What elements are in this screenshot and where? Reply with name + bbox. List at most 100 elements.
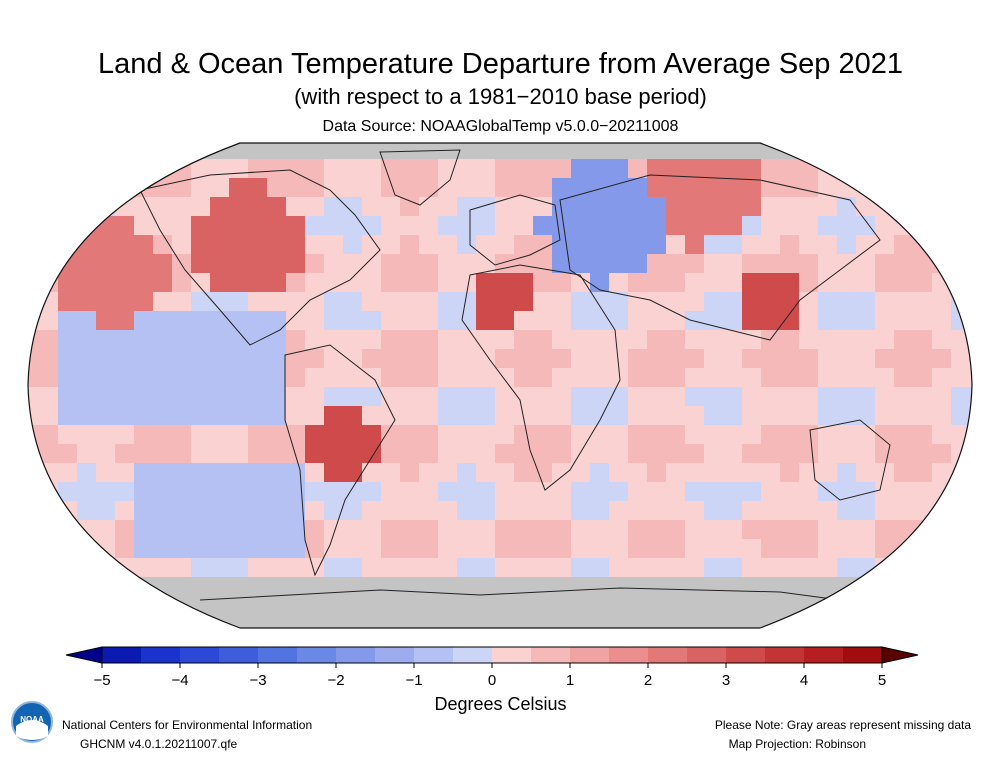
anomaly-cell bbox=[533, 178, 553, 198]
anomaly-cell bbox=[761, 463, 781, 483]
anomaly-cell bbox=[875, 330, 895, 350]
anomaly-cell bbox=[495, 235, 515, 255]
anomaly-cell bbox=[248, 311, 268, 331]
anomaly-cell bbox=[400, 596, 420, 616]
anomaly-cell bbox=[647, 558, 667, 578]
anomaly-cell bbox=[628, 273, 648, 293]
anomaly-cell bbox=[134, 349, 154, 369]
anomaly-cell bbox=[362, 387, 382, 407]
anomaly-cell bbox=[799, 444, 819, 464]
anomaly-cell bbox=[153, 482, 173, 502]
anomaly-cell bbox=[96, 444, 116, 464]
anomaly-cell bbox=[951, 406, 971, 426]
anomaly-cell bbox=[305, 197, 325, 217]
anomaly-cell bbox=[438, 368, 458, 388]
anomaly-cell bbox=[761, 520, 781, 540]
map-subtitle: (with respect to a 1981−2010 base period… bbox=[294, 84, 707, 109]
anomaly-cell bbox=[324, 311, 344, 331]
anomaly-cell bbox=[457, 615, 477, 628]
anomaly-cell bbox=[628, 596, 648, 616]
anomaly-cell bbox=[628, 254, 648, 274]
anomaly-cell bbox=[229, 254, 249, 274]
anomaly-cell bbox=[742, 558, 762, 578]
anomaly-cell bbox=[362, 596, 382, 616]
anomaly-cell bbox=[286, 577, 306, 597]
anomaly-cell bbox=[495, 558, 515, 578]
anomaly-cell bbox=[761, 254, 781, 274]
anomaly-cell bbox=[381, 444, 401, 464]
anomaly-cell bbox=[248, 558, 268, 578]
anomaly-cell bbox=[533, 387, 553, 407]
anomaly-cell bbox=[875, 349, 895, 369]
anomaly-cell bbox=[400, 311, 420, 331]
anomaly-cell bbox=[837, 558, 857, 578]
anomaly-cell bbox=[362, 159, 382, 179]
anomaly-cell bbox=[381, 254, 401, 274]
anomaly-cell bbox=[837, 501, 857, 521]
anomaly-cell bbox=[58, 387, 78, 407]
anomaly-cell bbox=[28, 387, 40, 407]
anomaly-cell bbox=[438, 387, 458, 407]
anomaly-cell bbox=[39, 311, 59, 331]
anomaly-cell bbox=[153, 444, 173, 464]
anomaly-cell bbox=[894, 387, 914, 407]
anomaly-cell bbox=[704, 235, 724, 255]
anomaly-cell bbox=[533, 596, 553, 616]
anomaly-cell bbox=[191, 292, 211, 312]
anomaly-cell bbox=[381, 292, 401, 312]
anomaly-cell bbox=[875, 501, 895, 521]
anomaly-cell bbox=[305, 520, 325, 540]
anomaly-cell bbox=[457, 292, 477, 312]
anomaly-cell bbox=[533, 216, 553, 236]
anomaly-cell bbox=[134, 292, 154, 312]
anomaly-cell bbox=[875, 311, 895, 331]
anomaly-cell bbox=[495, 615, 515, 628]
anomaly-cell bbox=[476, 501, 496, 521]
anomaly-cell bbox=[514, 178, 534, 198]
anomaly-cell bbox=[818, 197, 838, 217]
anomaly-cell bbox=[457, 501, 477, 521]
anomaly-cell bbox=[229, 143, 249, 160]
anomaly-cell bbox=[172, 216, 192, 236]
colorbar-bin bbox=[570, 647, 610, 663]
anomaly-cell bbox=[476, 406, 496, 426]
anomaly-cell bbox=[438, 311, 458, 331]
anomaly-cell bbox=[647, 482, 667, 502]
anomaly-cell bbox=[552, 178, 572, 198]
anomaly-cell bbox=[533, 520, 553, 540]
anomaly-cell bbox=[343, 235, 363, 255]
anomaly-cell bbox=[685, 520, 705, 540]
anomaly-cell bbox=[191, 444, 211, 464]
anomaly-cell bbox=[818, 463, 838, 483]
anomaly-cell bbox=[28, 406, 40, 426]
anomaly-cell bbox=[875, 292, 895, 312]
anomaly-cell bbox=[400, 425, 420, 445]
anomaly-cell bbox=[115, 368, 135, 388]
anomaly-cell bbox=[362, 615, 382, 628]
anomaly-cell bbox=[609, 292, 629, 312]
anomaly-cell bbox=[438, 197, 458, 217]
anomaly-cell bbox=[837, 387, 857, 407]
anomaly-cell bbox=[343, 501, 363, 521]
anomaly-cell bbox=[571, 235, 591, 255]
anomaly-cell bbox=[780, 596, 800, 616]
anomaly-cell bbox=[856, 539, 876, 559]
anomaly-cell bbox=[723, 387, 743, 407]
anomaly-cell bbox=[571, 330, 591, 350]
anomaly-cell bbox=[533, 406, 553, 426]
anomaly-cell bbox=[267, 520, 287, 540]
anomaly-cell bbox=[552, 159, 572, 179]
anomaly-cell bbox=[571, 143, 591, 160]
anomaly-cell bbox=[39, 349, 59, 369]
anomaly-cell bbox=[552, 596, 572, 616]
anomaly-cell bbox=[305, 330, 325, 350]
anomaly-cell bbox=[115, 425, 135, 445]
anomaly-cell bbox=[28, 368, 40, 388]
anomaly-cell bbox=[590, 425, 610, 445]
anomaly-cell bbox=[267, 615, 287, 628]
anomaly-cell bbox=[514, 520, 534, 540]
anomaly-cell bbox=[457, 406, 477, 426]
anomaly-cell bbox=[210, 520, 230, 540]
anomaly-cell bbox=[229, 178, 249, 198]
anomaly-cell bbox=[343, 273, 363, 293]
